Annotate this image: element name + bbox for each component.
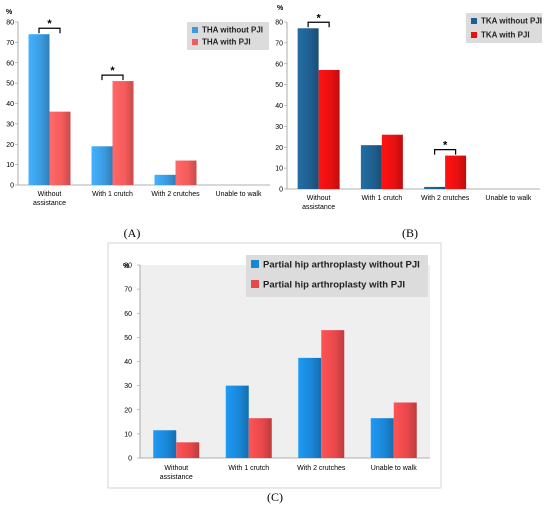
y-tick-label: 10 — [275, 166, 283, 173]
legend-box — [466, 13, 542, 43]
y-tick-label: 70 — [124, 287, 132, 294]
bar-with-pji — [321, 330, 345, 458]
x-category-label: With 1 crutch — [361, 195, 402, 202]
bar-with-pji — [49, 111, 71, 185]
panel-c-frame — [107, 242, 442, 489]
significance-bracket — [434, 149, 457, 155]
x-category-label: Without — [164, 465, 188, 472]
x-category-label: With 2 crutches — [297, 465, 346, 472]
bar-without-pji — [297, 28, 319, 190]
bar-without-pji — [360, 145, 382, 189]
y-tick-label: 20 — [6, 142, 14, 149]
legend-label: THA without PJI — [202, 26, 263, 35]
legend-swatch — [192, 39, 198, 45]
x-category-label: Without — [307, 195, 331, 202]
bar-with-pji — [393, 402, 417, 458]
panel-label: (A) — [124, 226, 141, 240]
significance-star: * — [47, 18, 52, 30]
significance-bracket — [307, 21, 330, 28]
y-tick-label: 30 — [6, 121, 14, 128]
bar-with-pji — [112, 81, 134, 185]
x-category-label: assistance — [33, 200, 66, 207]
legend-swatch — [251, 260, 259, 268]
y-tick-label: 20 — [124, 407, 132, 414]
y-tick-label: 30 — [275, 124, 283, 131]
bar-with-pji — [175, 160, 197, 185]
chart-panel-b: 0 10 20 30 40 50 60 70 80% Without assistance With … — [275, 5, 542, 240]
y-tick-label: 20 — [275, 145, 283, 152]
y-tick-label: 40 — [124, 359, 132, 366]
y-tick-label: 50 — [6, 81, 14, 88]
bar-without-pji — [370, 418, 394, 458]
y-tick-label: 70 — [6, 40, 14, 47]
y-tick-label: 30 — [124, 383, 132, 390]
y-tick-label: 0 — [10, 183, 14, 190]
y-unit-label: % — [123, 263, 130, 270]
y-tick-label: 10 — [6, 162, 14, 169]
significance-star: * — [110, 65, 115, 77]
y-unit-label: % — [277, 5, 284, 12]
x-category-label: Unable to walk — [371, 465, 417, 472]
chart-panel-a: 0 10 20 30 40 50 60 70 80% Without assistance With … — [6, 9, 270, 240]
y-tick-label: 60 — [275, 61, 283, 68]
bar-without-pji — [225, 385, 249, 458]
bar-with-pji — [381, 134, 403, 189]
y-tick-label: 0 — [128, 456, 132, 463]
significance-bracket — [38, 27, 61, 34]
y-tick-label: 0 — [279, 187, 283, 194]
y-tick-label: 70 — [275, 40, 283, 47]
bar-without-pji — [153, 430, 177, 458]
x-category-label: With 2 crutches — [421, 195, 470, 202]
bar-without-pji — [154, 174, 176, 185]
x-category-label: Without — [38, 191, 62, 198]
y-unit-label: % — [6, 9, 13, 16]
x-category-label: With 2 crutches — [151, 191, 200, 198]
x-category-label: assistance — [160, 474, 193, 481]
legend-label: TKA with PJI — [481, 31, 530, 40]
y-tick-label: 60 — [6, 60, 14, 67]
legend-box — [246, 255, 428, 297]
panel-label: (C) — [267, 490, 283, 504]
panel-label: (B) — [402, 226, 418, 240]
significance-star: * — [316, 12, 321, 24]
x-category-label: With 1 crutch — [228, 465, 269, 472]
bar-without-pji — [91, 146, 113, 185]
legend-swatch — [192, 27, 198, 33]
x-category-label: assistance — [302, 204, 335, 211]
y-tick-label: 80 — [124, 263, 132, 270]
y-tick-label: 40 — [6, 101, 14, 108]
y-tick-label: 50 — [275, 82, 283, 89]
legend-swatch — [251, 280, 259, 288]
legend-swatch — [471, 18, 477, 24]
bar-with-pji — [318, 70, 340, 189]
legend-swatch — [471, 32, 477, 38]
y-tick-label: 50 — [124, 335, 132, 342]
significance-bracket — [101, 74, 124, 81]
y-tick-label: 40 — [275, 103, 283, 110]
legend-label: Partial hip arthroplasty with PJI — [263, 280, 405, 291]
bar-with-pji — [248, 418, 272, 458]
x-category-label: Unable to walk — [485, 195, 531, 202]
bar-with-pji — [176, 442, 200, 458]
y-tick-label: 60 — [124, 311, 132, 318]
x-category-label: Unable to walk — [216, 191, 262, 198]
bar-without-pji — [424, 186, 446, 189]
legend-box — [187, 22, 269, 50]
bar-without-pji — [28, 34, 50, 185]
legend-label: THA with PJI — [202, 38, 251, 47]
chart-panel-c: 0 10 20 30 40 50 60 70 80% Without assistance With … — [123, 255, 430, 504]
significance-star: * — [443, 140, 448, 152]
legend-label: TKA without PJI — [481, 17, 542, 26]
bar-with-pji — [445, 155, 467, 189]
y-tick-label: 80 — [275, 20, 283, 27]
y-tick-label: 80 — [6, 20, 14, 27]
y-tick-label: 10 — [124, 431, 132, 438]
bar-without-pji — [298, 357, 322, 458]
x-category-label: With 1 crutch — [92, 191, 133, 198]
legend-label: Partial hip arthroplasty without PJI — [263, 260, 420, 271]
